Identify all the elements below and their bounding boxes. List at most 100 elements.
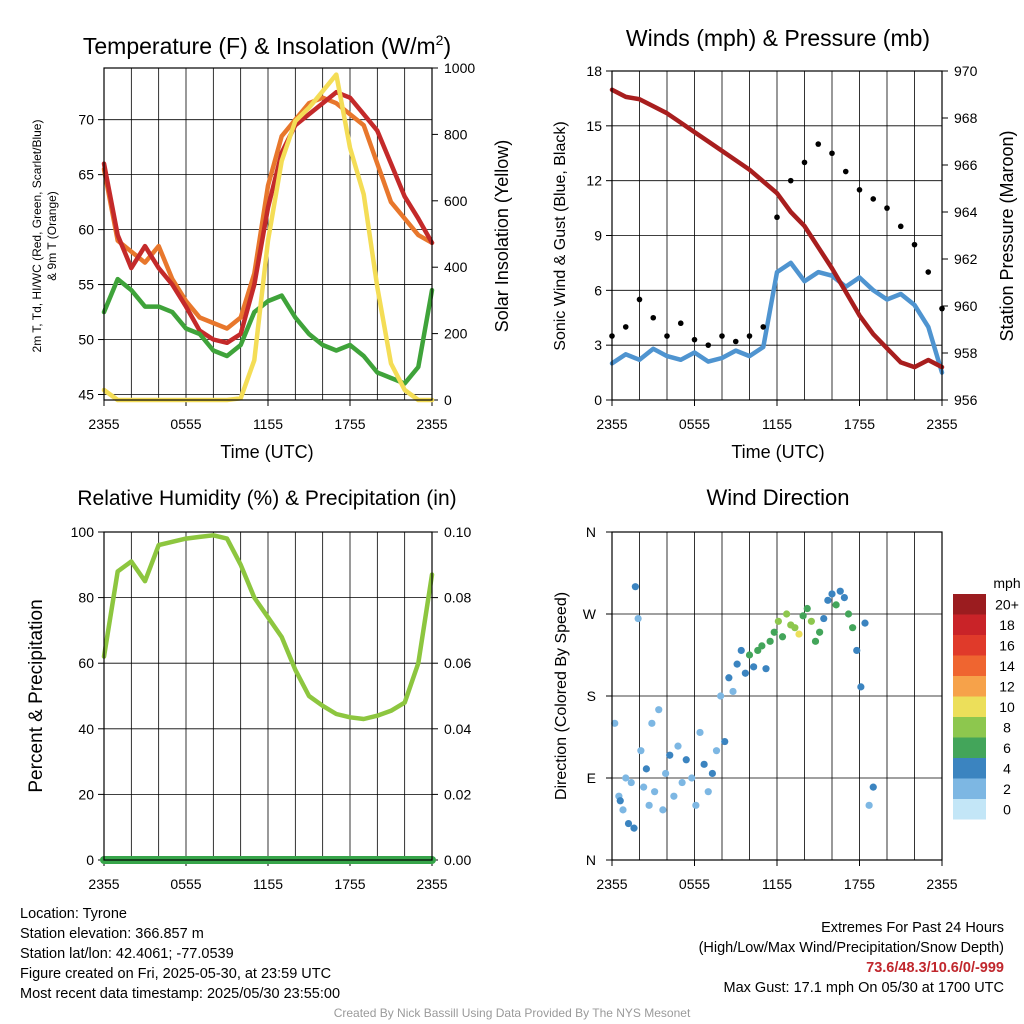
temp-series-1-line [101, 89, 435, 346]
rh-ytick-right-label: 0.04 [444, 721, 471, 737]
colorbar-swatch [953, 717, 986, 738]
direction-point [648, 719, 656, 727]
wind-series-1-point [677, 320, 684, 327]
rh-xtick-label: 2355 [88, 876, 119, 892]
direction-point [721, 737, 729, 746]
wind-series-1-point [746, 333, 753, 339]
temperature-ylabel-right: Solar Insolation (Yellow) [492, 140, 512, 332]
wind-frame [611, 70, 943, 401]
direction-point [631, 583, 639, 591]
temperature-xlabel: Time (UTC) [220, 442, 313, 462]
direction-point [733, 660, 741, 668]
colorbar-swatch [953, 737, 986, 758]
temp-ytick-label: 65 [78, 167, 94, 183]
direction-point [799, 612, 807, 620]
wind-series-1-point [705, 342, 712, 348]
rh-ytick-label: 60 [78, 655, 94, 671]
wind-ytick-label: 9 [594, 228, 602, 244]
direction-point [674, 742, 682, 750]
direction-point [865, 801, 873, 809]
wind-series-1-point [911, 241, 918, 248]
colorbar-label: 2 [1003, 781, 1011, 797]
colorbar-swatch [953, 635, 986, 656]
wind-series-1-point [650, 314, 657, 321]
temperature-title: Temperature (F) & Insolation (W/m2) [83, 32, 451, 59]
direction-point [619, 806, 627, 814]
rh-frame [103, 531, 433, 861]
figure-created: Figure created on Fri, 2025-05-30, at 23… [20, 966, 332, 982]
direction-point [783, 610, 791, 618]
wind-series-1-point [664, 333, 670, 339]
temp-ytick-right-label: 0 [444, 392, 452, 408]
rh-xtick-label: 2355 [416, 876, 447, 892]
dir-xtick-label: 1155 [762, 876, 792, 892]
colorbar-swatch [953, 778, 986, 799]
direction-point [807, 617, 815, 625]
direction-point [659, 806, 667, 814]
direction-point [750, 663, 758, 671]
wind-series-1-point [815, 141, 822, 147]
dir-xtick-label: 2355 [596, 876, 627, 892]
colorbar-swatch [953, 594, 986, 615]
winds-xlabel: Time (UTC) [731, 442, 824, 462]
wind-series-1-point [719, 333, 725, 339]
wind-series-0-line [609, 260, 945, 375]
direction-point [828, 590, 836, 598]
wind-series-1-point [774, 214, 780, 221]
direction-point [820, 614, 828, 623]
colorbar-label: 18 [999, 617, 1015, 633]
temperature-title-superscript: 2 [436, 32, 444, 48]
colorbar-swatch [953, 799, 986, 820]
dir-ytick-label: N [586, 524, 596, 540]
rh-ytick-right-label: 0.08 [444, 590, 471, 606]
direction-point [640, 783, 648, 791]
direction-point [630, 824, 638, 832]
dir-xtick-label: 1755 [844, 876, 875, 892]
wind-series-1-point [856, 187, 863, 193]
direction-point [708, 769, 716, 778]
direction-point [816, 628, 824, 636]
direction-point [836, 587, 844, 595]
colorbar-label: 10 [999, 699, 1015, 715]
wind-series-1-point [897, 223, 904, 230]
colorbar-title: mph [993, 575, 1020, 591]
direction-point [791, 624, 799, 632]
direction-point [766, 637, 774, 645]
wind-series-1-point [732, 338, 739, 345]
temperature-ylabel-line2: & 9m T (Orange) [45, 191, 59, 281]
rh-xtick-label: 0555 [170, 876, 201, 892]
wind-ytick-label: 12 [586, 173, 602, 189]
direction-point [795, 630, 803, 638]
direction-point [634, 614, 642, 623]
wind-series-2-line [609, 87, 945, 370]
temperature-ylabel-line1: 2m T, Td, HI/WC (Red, Green, Scarlet/Blu… [30, 120, 44, 353]
direction-point [700, 760, 708, 768]
temperature-title-text: Temperature (F) & Insolation (W/m [83, 33, 436, 59]
direction-point [688, 774, 696, 782]
colorbar-swatch [953, 614, 986, 635]
humidity-panel: Relative Humidity (%) & Precipitation (i… [26, 487, 457, 793]
rh-series-0-line [101, 533, 435, 722]
colorbar-label: 4 [1003, 760, 1011, 776]
winds-panel: Winds (mph) & Pressure (mb) Time (UTC) S… [552, 25, 1017, 462]
rh-ytick-label: 80 [78, 590, 94, 606]
recent-data-timestamp: Most recent data timestamp: 2025/05/30 2… [20, 986, 341, 1002]
colorbar-label: 6 [1003, 740, 1011, 756]
wind-xtick-label: 2355 [596, 416, 627, 432]
direction-point [651, 788, 659, 796]
humidity-ylabel: Percent & Precipitation [26, 599, 47, 792]
wind-xtick-label: 2355 [926, 416, 957, 432]
colorbar-label: 8 [1003, 719, 1011, 735]
wind-series-1-point [636, 296, 643, 303]
humidity-title: Relative Humidity (%) & Precipitation (i… [77, 487, 456, 510]
direction-point [857, 683, 865, 691]
direction-point [729, 687, 737, 696]
wind-ytick-right-label: 962 [954, 251, 978, 267]
temp-xtick-label: 2355 [416, 416, 447, 432]
max-gust: Max Gust: 17.1 mph On 05/30 at 1700 UTC [723, 980, 1004, 996]
station-info: Location: Tyrone Station elevation: 366.… [20, 904, 340, 1004]
temp-ytick-label: 70 [78, 112, 94, 128]
rh-ytick-right-label: 0.02 [444, 786, 471, 802]
extremes-info: Extremes For Past 24 Hours (High/Low/Max… [699, 918, 1004, 998]
temp-xtick-label: 1155 [253, 416, 283, 432]
